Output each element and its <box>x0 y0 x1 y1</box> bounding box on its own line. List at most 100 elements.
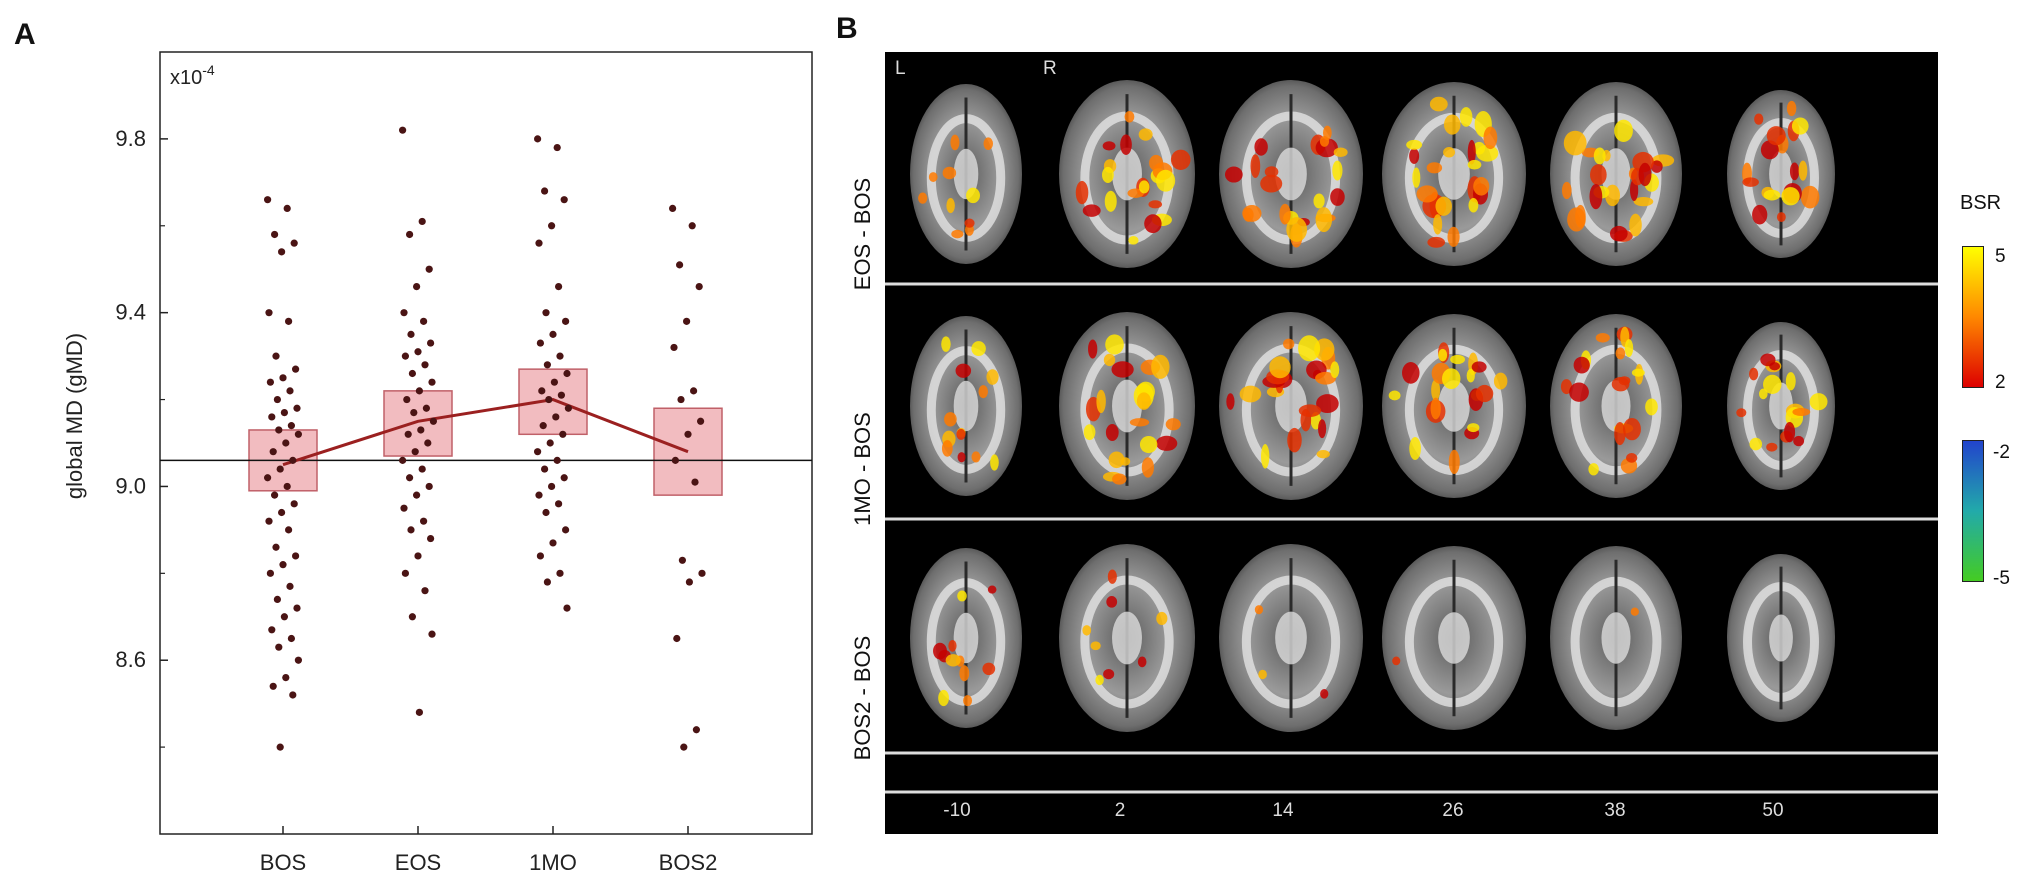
activation-blob <box>1105 424 1119 442</box>
activation-blob <box>1239 385 1262 403</box>
colorbar-title: BSR <box>1960 192 2002 214</box>
data-point <box>400 504 408 512</box>
activation-blob <box>1427 236 1446 248</box>
activation-blob <box>938 689 949 707</box>
activation-blob <box>1776 212 1786 223</box>
activation-blob <box>1789 162 1800 181</box>
ventricle-region <box>953 612 979 664</box>
activation-blob <box>1316 449 1330 459</box>
data-point <box>411 448 419 456</box>
data-point <box>294 656 302 664</box>
activation-blob <box>942 166 957 180</box>
y-tick-label: 8.6 <box>115 647 146 672</box>
data-point <box>425 482 433 491</box>
data-point <box>420 517 428 525</box>
activation-blob <box>1104 190 1117 212</box>
activation-blob <box>1283 338 1295 350</box>
activation-blob <box>951 229 964 239</box>
data-point <box>692 726 701 734</box>
data-point <box>292 552 300 560</box>
activation-blob <box>1120 457 1131 466</box>
data-point <box>535 491 543 499</box>
activation-blob <box>1141 457 1155 478</box>
activation-blob <box>959 665 970 682</box>
activation-blob <box>1785 372 1796 391</box>
activation-blob <box>1631 368 1645 377</box>
activation-blob <box>1630 607 1639 616</box>
activation-blob <box>1156 611 1168 625</box>
row-label-eos-bos: EOS - BOS <box>850 178 875 290</box>
activation-blob <box>1316 394 1339 414</box>
data-point <box>273 395 281 404</box>
ventricle-region <box>953 148 979 200</box>
data-point <box>266 378 274 386</box>
data-point <box>676 261 684 269</box>
slice-coord: 14 <box>1272 800 1294 821</box>
data-point <box>407 330 415 338</box>
activation-blob <box>1763 189 1781 201</box>
data-point <box>268 413 276 421</box>
activation-blob <box>964 218 975 228</box>
activation-blob <box>941 440 953 457</box>
activation-blob <box>1139 435 1158 454</box>
activation-blob <box>944 412 957 427</box>
data-point <box>683 317 691 325</box>
data-point <box>534 448 542 456</box>
data-point <box>552 413 560 421</box>
data-point <box>669 204 677 212</box>
activation-blob <box>987 585 997 594</box>
data-point <box>278 508 286 517</box>
activation-blob <box>1633 196 1654 207</box>
data-point <box>422 404 430 412</box>
data-point <box>400 309 408 317</box>
activation-blob <box>1155 169 1176 192</box>
activation-blob <box>941 336 951 352</box>
boxes-group <box>248 368 723 496</box>
data-point <box>427 339 435 347</box>
activation-blob <box>1752 204 1768 225</box>
data-point <box>265 309 273 317</box>
orientation-left: L <box>895 58 906 79</box>
activation-blob <box>1260 174 1283 193</box>
activation-blob <box>1124 110 1135 123</box>
data-point <box>556 352 564 360</box>
activation-blob <box>1333 147 1348 158</box>
row-label-bos2-bos: BOS2 - BOS <box>850 636 875 761</box>
data-point <box>278 248 286 256</box>
data-point <box>684 430 692 438</box>
activation-blob <box>1471 361 1487 373</box>
activation-blob <box>1298 335 1321 362</box>
y-tick-label: 9.8 <box>115 126 146 151</box>
activation-blob <box>1614 119 1633 142</box>
data-point <box>543 361 552 369</box>
activation-blob <box>963 695 973 707</box>
data-point <box>559 430 567 438</box>
data-point <box>429 417 437 425</box>
activation-blob <box>1075 180 1089 205</box>
activation-blob <box>1261 444 1270 469</box>
activation-blob <box>1595 332 1610 343</box>
activation-blob <box>1809 393 1828 411</box>
data-point <box>695 283 703 291</box>
data-point <box>287 422 295 430</box>
activation-blob <box>1287 427 1302 453</box>
activation-blob <box>1083 424 1096 441</box>
activation-blob <box>986 369 999 385</box>
data-point <box>564 404 573 412</box>
activation-blob <box>1650 160 1663 173</box>
activation-blob <box>1754 113 1764 125</box>
activation-blob <box>1569 382 1589 402</box>
mean-line <box>282 398 689 467</box>
data-point <box>562 317 570 325</box>
data-point <box>534 135 542 143</box>
activation-blob <box>1254 138 1268 156</box>
activation-blob <box>982 662 996 676</box>
activation-blob <box>1749 437 1763 451</box>
data-point <box>541 465 549 473</box>
activation-blob <box>1638 162 1652 187</box>
activation-blob <box>918 192 928 204</box>
data-point <box>548 482 556 491</box>
data-point <box>401 352 409 360</box>
activation-blob <box>971 451 981 463</box>
activation-blob <box>1250 154 1261 179</box>
